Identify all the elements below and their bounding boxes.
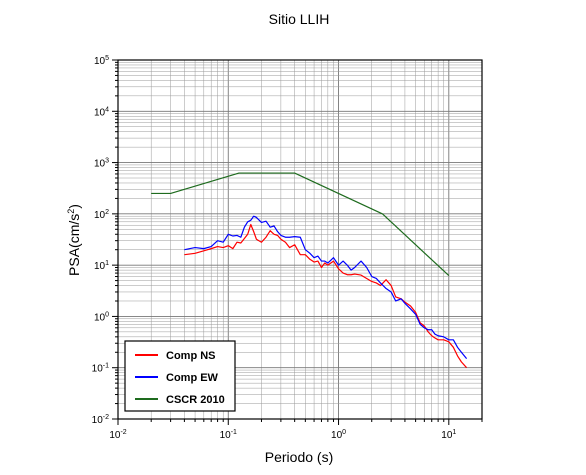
chart-title: Sitio LLIH	[269, 11, 330, 27]
series-line-comp-ew	[184, 215, 468, 360]
x-axis-label: Periodo (s)	[265, 449, 333, 465]
grid	[117, 59, 483, 420]
y-tick-label: 10-2	[92, 414, 109, 426]
ticks: 10-2 10-1 100 101 10-2 10-1 100 101 102 103 104 105	[92, 55, 483, 441]
plot-frame	[117, 59, 483, 420]
y-axis-label: PSA(cm/s2)	[66, 204, 82, 276]
legend-label: Comp EW	[166, 372, 219, 384]
legend-label: CSCR 2010	[166, 394, 225, 406]
x-tick-label: 10-2	[109, 429, 126, 441]
legend: Comp NS Comp EW CSCR 2010	[124, 340, 236, 412]
series-line-cscr-2010	[151, 172, 450, 277]
y-tick-label: 104	[94, 106, 109, 118]
y-tick-label: 105	[94, 55, 109, 67]
x-tick-label: 101	[441, 429, 456, 441]
series-line-comp-ns	[184, 223, 468, 369]
x-tick-label: 100	[331, 429, 346, 441]
y-tick-label: 10-1	[92, 363, 109, 375]
y-tick-label: 103	[94, 158, 109, 170]
x-tick-label: 10-1	[220, 429, 237, 441]
series-layer	[151, 172, 468, 369]
y-tick-label: 100	[94, 311, 109, 323]
legend-label: Comp NS	[166, 350, 216, 362]
y-tick-label: 102	[94, 209, 109, 221]
y-tick-label: 101	[94, 260, 109, 272]
